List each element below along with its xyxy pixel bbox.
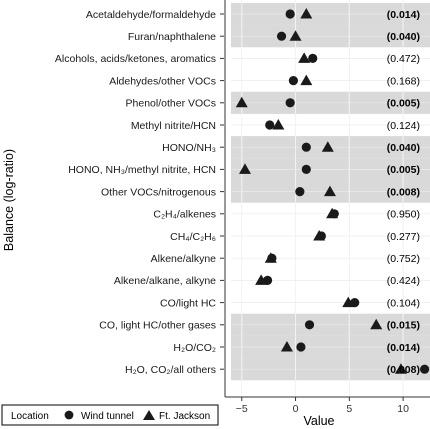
- wind-tunnel-point: [296, 342, 306, 352]
- wind-tunnel-point: [308, 53, 318, 64]
- p-value-label: (0.008): [387, 364, 420, 376]
- wind-tunnel-point: [276, 31, 287, 41]
- p-value-label: (0.040): [387, 142, 420, 154]
- wind-tunnel-point: [285, 98, 295, 108]
- ft-jackson-point: [300, 74, 313, 86]
- category-label: HONO/NH₃: [162, 142, 216, 154]
- wind-tunnel-point: [420, 364, 430, 374]
- category-label: Phenol/other VOCs: [126, 98, 216, 110]
- legend-triangle-marker: [143, 410, 155, 420]
- category-label: C₂H₄/alkenes: [153, 209, 216, 221]
- category-label: CH₄/C₂H₆: [170, 231, 216, 243]
- wind-tunnel-point: [304, 320, 315, 330]
- p-value-label: (0.472): [387, 53, 420, 65]
- ft-jackson-point: [313, 230, 326, 241]
- p-value-label: (0.014): [387, 342, 420, 354]
- ft-jackson-point: [289, 30, 302, 41]
- ft-jackson-point: [235, 96, 248, 108]
- category-label: Acetaldehyde/formaldehyde: [86, 9, 216, 21]
- category-label: Aldehydes/other VOCs: [109, 75, 216, 87]
- ft-jackson-point: [298, 52, 311, 63]
- x-tick-labels: −5 0 5 10: [236, 397, 409, 415]
- category-label: H₂O, CO₂/all others: [125, 364, 216, 376]
- x-tick-label: −5: [236, 403, 248, 415]
- ft-jackson-point: [323, 185, 336, 197]
- p-value-label: (0.008): [387, 186, 420, 198]
- ft-jackson-point: [272, 119, 285, 130]
- legend-box: [1, 404, 219, 426]
- p-value-label: (0.752): [387, 253, 420, 265]
- category-label: Furan/naphthalene: [128, 31, 216, 43]
- x-tick-label: 5: [346, 403, 352, 415]
- wind-tunnel-point: [295, 187, 305, 197]
- p-value-label: (0.277): [387, 231, 420, 243]
- ft-jackson-point: [326, 207, 339, 219]
- category-label: HONO, NH₃/methyl nitrite, HCN: [68, 164, 216, 176]
- category-label: Alkene/alkane, alkyne: [114, 275, 216, 287]
- wind-tunnel-point: [301, 164, 311, 174]
- ft-jackson-point: [342, 296, 355, 308]
- p-value-label: (0.014): [387, 9, 420, 21]
- ft-jackson-point: [370, 318, 383, 330]
- legend: Location Wind tunnel Ft. Jackson: [1, 404, 219, 426]
- x-tick-label: 10: [397, 403, 409, 415]
- y-axis-title: Balance (log-ratio): [2, 149, 16, 251]
- legend-circle-marker: [64, 410, 74, 420]
- ft-jackson-point: [321, 141, 334, 152]
- ft-jackson-point: [264, 252, 277, 263]
- vertical-gridlines: [241, 0, 404, 397]
- category-label: CO, light HC/other gases: [99, 320, 216, 332]
- p-value-label: (0.950): [387, 209, 420, 221]
- p-value-labels: (0.014) (0.040) (0.472) (0.168) (0.005) (0.12…: [387, 9, 420, 376]
- category-labels: Acetaldehyde/formaldehyde Furan/naphthale…: [55, 9, 224, 376]
- ft-jackson-point: [255, 274, 268, 285]
- p-value-label: (0.015): [387, 320, 420, 332]
- wind-tunnel-point: [285, 9, 295, 19]
- category-label: Other VOCs/nitrogenous: [101, 186, 216, 198]
- wind-tunnel-point: [265, 120, 275, 130]
- p-value-label: (0.040): [387, 31, 420, 43]
- axes: [224, 0, 430, 398]
- p-value-label: (0.124): [387, 120, 420, 132]
- legend-label-ft-jackson: Ft. Jackson: [159, 411, 210, 422]
- category-label: CO/light HC: [160, 297, 216, 309]
- ft-jackson-point: [394, 363, 407, 374]
- legend-label-wind-tunnel: Wind tunnel: [81, 411, 134, 422]
- p-value-label: (0.005): [387, 164, 420, 176]
- ft-jackson-point: [238, 163, 251, 174]
- data-points: [235, 8, 430, 374]
- x-axis-title: Value: [303, 414, 334, 428]
- wind-tunnel-point: [301, 142, 311, 152]
- category-label: Alkene/alkyne: [151, 253, 217, 265]
- p-value-label: (0.168): [387, 75, 420, 87]
- ft-jackson-point: [280, 341, 293, 352]
- ft-jackson-point: [300, 8, 313, 19]
- horizontal-gridlines: [231, 13, 430, 370]
- p-value-label: (0.104): [387, 297, 420, 309]
- wind-tunnel-point: [288, 76, 298, 86]
- p-value-label: (0.005): [387, 98, 420, 110]
- legend-title: Location: [11, 411, 49, 422]
- category-label: Methyl nitrite/HCN: [131, 120, 216, 132]
- x-tick-label: 0: [293, 403, 299, 415]
- category-label: Alcohols, acids/ketones, aromatics: [55, 53, 216, 65]
- category-label: H₂O/CO₂: [173, 342, 216, 354]
- p-value-label: (0.424): [387, 275, 420, 287]
